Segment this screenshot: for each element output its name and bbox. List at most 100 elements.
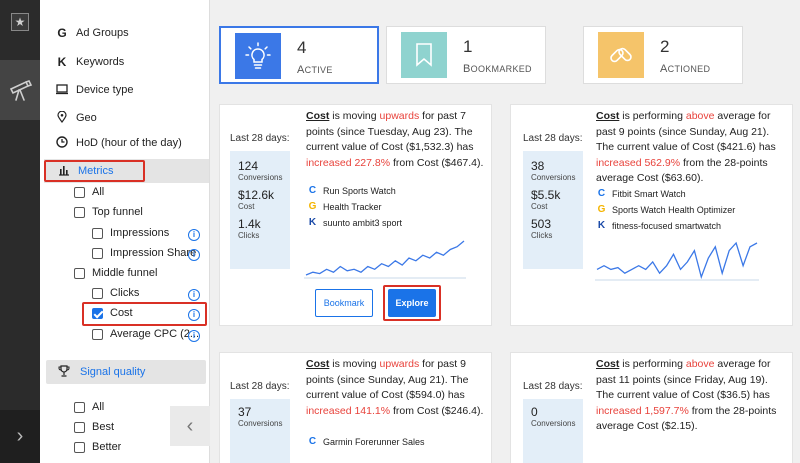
sidebar-item-device-type[interactable]: Device type bbox=[56, 81, 133, 99]
stat-label: Conversions bbox=[531, 173, 576, 182]
metric-option-impression-share[interactable]: Impression Share bbox=[92, 247, 196, 259]
metric-option-cost[interactable]: Cost bbox=[92, 307, 133, 319]
signal-best-checkbox[interactable] bbox=[74, 421, 85, 433]
average-cpc-checkbox[interactable] bbox=[92, 328, 103, 340]
change-text: increased 1,597.7% bbox=[596, 404, 689, 417]
active-count: 4 bbox=[297, 38, 307, 57]
source-label: fitness-focused smartwatch bbox=[612, 220, 722, 231]
app-rail: ★ › bbox=[0, 0, 40, 463]
source-label: Health Tracker bbox=[323, 201, 382, 212]
metric-option-top-funnel[interactable]: Top funnel bbox=[74, 206, 143, 218]
insights-nav-button[interactable] bbox=[0, 60, 40, 120]
info-icon[interactable]: i bbox=[188, 229, 200, 241]
option-label: Cost bbox=[110, 307, 133, 319]
metrics-label: Metrics bbox=[78, 165, 114, 177]
metric-link[interactable]: Cost bbox=[306, 358, 330, 370]
option-label: Best bbox=[92, 421, 115, 433]
insight-card[interactable]: Last 28 days: 124 Conversions $12.6k Cos… bbox=[219, 104, 492, 326]
source-item[interactable]: K suunto ambit3 sport bbox=[308, 217, 402, 228]
middle-funnel-checkbox[interactable] bbox=[74, 267, 85, 279]
insight-card[interactable]: Last 28 days: 0 Conversions Cost is perf… bbox=[510, 352, 793, 463]
stat-label: Clicks bbox=[531, 231, 553, 240]
sparkline-chart bbox=[595, 241, 759, 281]
metrics-section-header[interactable] bbox=[44, 159, 209, 183]
metric-option-middle-funnel[interactable]: Middle funnel bbox=[74, 267, 157, 279]
cost-checkbox[interactable] bbox=[92, 307, 103, 319]
desc-text: average for past 9 points (since Sunday,… bbox=[596, 110, 776, 153]
sidebar-item-label: HoD (hour of the day) bbox=[76, 137, 182, 149]
source-item[interactable]: C Fitbit Smart Watch bbox=[597, 188, 686, 199]
sidebar-item-ad-groups[interactable]: G Ad Groups bbox=[56, 24, 128, 42]
sidebar-item-keywords[interactable]: K Keywords bbox=[56, 53, 125, 71]
source-item[interactable]: G Health Tracker bbox=[308, 201, 382, 212]
insight-description: Cost is performing above average for pas… bbox=[596, 357, 786, 435]
sidebar-item-geo[interactable]: Geo bbox=[56, 109, 97, 127]
top-funnel-checkbox[interactable] bbox=[74, 206, 85, 218]
source-item[interactable]: G Sports Watch Health Optimizer bbox=[597, 204, 736, 215]
insight-card[interactable]: Last 28 days: 38 Conversions $5.5k Cost … bbox=[510, 104, 793, 326]
explore-button[interactable]: Explore bbox=[388, 289, 436, 317]
stat-value: $5.5k bbox=[531, 188, 561, 202]
signal-all-checkbox[interactable] bbox=[74, 401, 85, 413]
info-icon[interactable]: i bbox=[188, 309, 200, 321]
bookmarked-insights-tile[interactable]: 1 Bookmarked bbox=[386, 26, 546, 84]
desc-text: is moving bbox=[329, 358, 380, 370]
insight-card[interactable]: Last 28 days: 37 Conversions Cost is mov… bbox=[219, 352, 492, 463]
stats-panel: 124 Conversions $12.6k Cost 1.4k Clicks bbox=[230, 151, 290, 269]
actioned-insights-tile[interactable]: 2 Actioned bbox=[583, 26, 743, 84]
source-item[interactable]: K fitness-focused smartwatch bbox=[597, 220, 721, 231]
option-label: Clicks bbox=[110, 287, 140, 299]
bookmark-button[interactable]: Bookmark bbox=[315, 289, 373, 317]
metric-link[interactable]: Cost bbox=[596, 110, 620, 122]
all-checkbox[interactable] bbox=[74, 186, 85, 198]
metric-option-all[interactable]: All bbox=[74, 186, 104, 198]
signal-option-better[interactable]: Better bbox=[74, 441, 121, 453]
signal-option-best[interactable]: Best bbox=[74, 421, 114, 433]
metric-link[interactable]: Cost bbox=[596, 358, 620, 370]
desc-text: is performing bbox=[619, 110, 686, 122]
desc-text: for past 7 points (since Tuesday, Aug 23… bbox=[306, 110, 474, 153]
bookmarked-count: 1 bbox=[463, 37, 473, 56]
signal-better-checkbox[interactable] bbox=[74, 441, 85, 453]
sidebar-item-hod[interactable]: HoD (hour of the day) bbox=[56, 134, 182, 152]
source-item[interactable]: C Run Sports Watch bbox=[308, 185, 396, 196]
signal-option-all[interactable]: All bbox=[74, 401, 104, 413]
desc-text: average for past 11 points (since Friday… bbox=[596, 358, 771, 401]
metric-option-average-cpc[interactable]: Average CPC (2... bbox=[92, 328, 199, 340]
metrics-section-title[interactable]: Metrics bbox=[58, 162, 113, 180]
info-icon[interactable]: i bbox=[188, 289, 200, 301]
expand-rail-button[interactable]: › bbox=[0, 410, 40, 463]
source-label: Sports Watch Health Optimizer bbox=[612, 204, 736, 215]
metric-option-clicks[interactable]: Clicks bbox=[92, 287, 139, 299]
impression-share-checkbox[interactable] bbox=[92, 247, 103, 259]
source-label: suunto ambit3 sport bbox=[323, 217, 403, 228]
direction-text: above bbox=[685, 358, 715, 370]
stat-value: 124 bbox=[238, 159, 259, 173]
signal-quality-section-header[interactable]: Signal quality bbox=[46, 360, 206, 384]
trophy-icon bbox=[58, 364, 70, 380]
impressions-checkbox[interactable] bbox=[92, 227, 103, 239]
source-item[interactable]: C Garmin Forerunner Sales bbox=[308, 436, 425, 447]
desc-text: from Cost ($246.4). bbox=[390, 404, 484, 417]
stat-value: 1.4k bbox=[238, 217, 261, 231]
insight-description: Cost is moving upwards for past 9 points… bbox=[306, 357, 486, 419]
info-icon[interactable]: i bbox=[188, 249, 200, 261]
campaign-icon: C bbox=[308, 436, 317, 447]
stats-panel: 37 Conversions bbox=[230, 399, 290, 463]
stat-value: 38 bbox=[531, 159, 545, 173]
active-insights-tile[interactable]: 4 Active bbox=[219, 26, 379, 84]
favorites-button[interactable]: ★ bbox=[0, 0, 40, 44]
collapse-sidebar-button[interactable]: ‹ bbox=[170, 406, 210, 446]
stats-panel: 0 Conversions bbox=[523, 399, 583, 463]
filter-sidebar: G Ad Groups K Keywords Device type Geo H… bbox=[40, 0, 210, 463]
last-days-label: Last 28 days: bbox=[523, 133, 583, 144]
clicks-checkbox[interactable] bbox=[92, 287, 103, 299]
info-icon[interactable]: i bbox=[188, 330, 200, 342]
metric-option-impressions[interactable]: Impressions bbox=[92, 227, 169, 239]
lightbulb-icon bbox=[245, 42, 271, 69]
metric-link[interactable]: Cost bbox=[306, 110, 330, 122]
clock-icon bbox=[56, 135, 68, 151]
bar-chart-icon bbox=[58, 164, 70, 179]
ad-group-icon: G bbox=[597, 204, 606, 215]
tile-icon-box bbox=[598, 32, 644, 78]
